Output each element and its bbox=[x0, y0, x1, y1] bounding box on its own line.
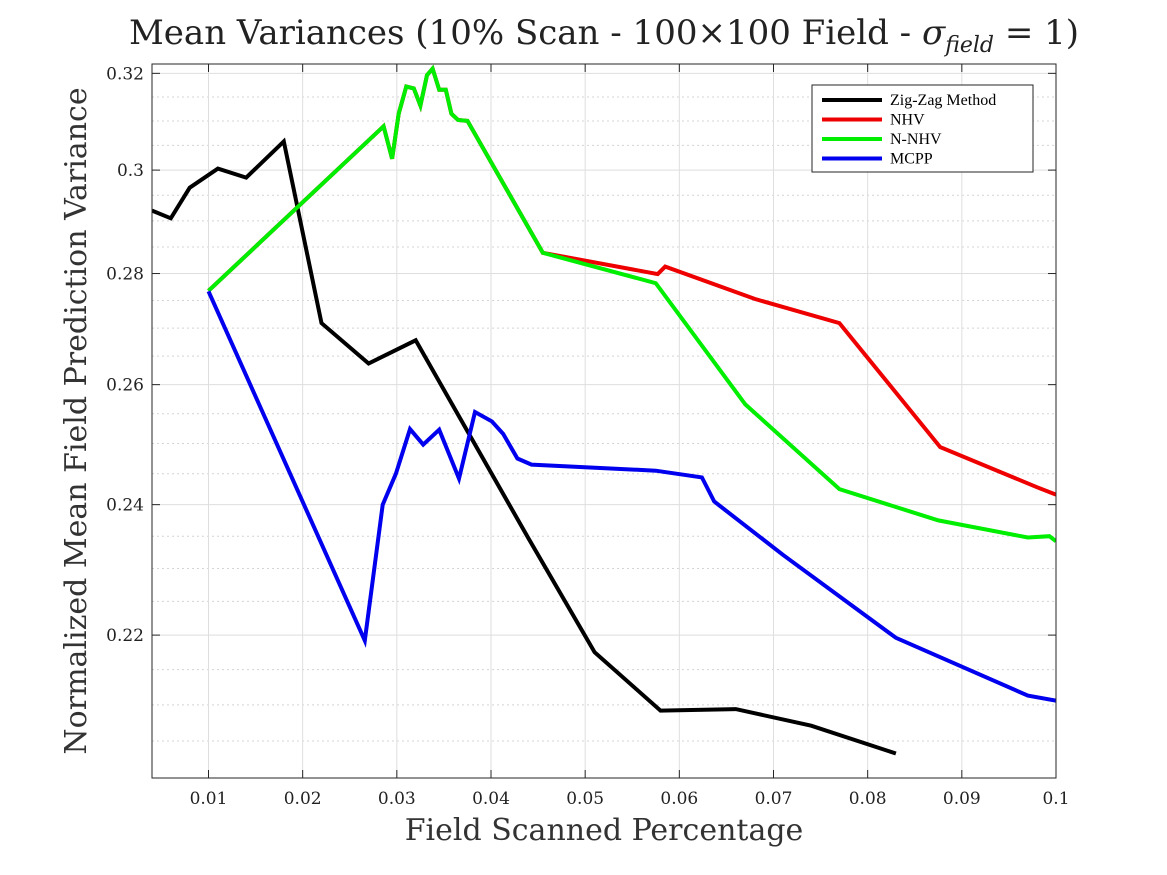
legend-label: Zig-Zag Method bbox=[890, 92, 996, 109]
y-tick-label: 0.24 bbox=[106, 496, 144, 516]
plot-frame bbox=[151, 63, 1057, 779]
legend-label: N-NHV bbox=[890, 131, 942, 148]
y-tick-label: 0.32 bbox=[106, 64, 144, 84]
grid-lines bbox=[152, 64, 1057, 778]
x-tick-label: 0.06 bbox=[660, 789, 698, 809]
y-tick-label: 0.22 bbox=[106, 626, 144, 646]
legend-label: NHV bbox=[890, 112, 925, 129]
x-tick-label: 0.04 bbox=[472, 789, 510, 809]
series-line-mcpp bbox=[206, 290, 1056, 703]
y-tick-label: 0.28 bbox=[106, 265, 144, 285]
x-tick-label: 0.03 bbox=[378, 789, 416, 809]
x-tick-label: 0.09 bbox=[943, 789, 981, 809]
y-axis-label: Normalized Mean Field Prediction Varianc… bbox=[59, 87, 94, 754]
y-tick-label: 0.26 bbox=[106, 376, 144, 396]
series-lines bbox=[152, 64, 1056, 756]
chart-title: Mean Variances (10% Scan - 100×100 Field… bbox=[129, 13, 1079, 58]
x-tick-label: 0.02 bbox=[284, 789, 322, 809]
x-tick-label: 0.1 bbox=[1042, 789, 1069, 809]
y-tick-label: 0.3 bbox=[117, 161, 144, 181]
x-axis-label: Field Scanned Percentage bbox=[405, 813, 804, 848]
series-line-n-nhv bbox=[207, 64, 1056, 543]
x-tick-label: 0.05 bbox=[566, 789, 604, 809]
legend-label: MCPP bbox=[890, 151, 933, 168]
x-tick-label: 0.01 bbox=[190, 789, 228, 809]
axis-ticks: 0.01 0.02 0.03 0.04 0.05 0.06 0.07 0.08 0.09 0.1 0… bbox=[106, 64, 1070, 809]
legend-entries: Zig-Zag Method NHV N-NHV MCPP bbox=[822, 92, 996, 168]
series-line-zig-zag-method bbox=[152, 137, 897, 756]
x-tick-label: 0.07 bbox=[755, 789, 793, 809]
legend: Zig-Zag Method NHV N-NHV MCPP bbox=[811, 84, 1034, 173]
x-tick-label: 0.08 bbox=[849, 789, 887, 809]
